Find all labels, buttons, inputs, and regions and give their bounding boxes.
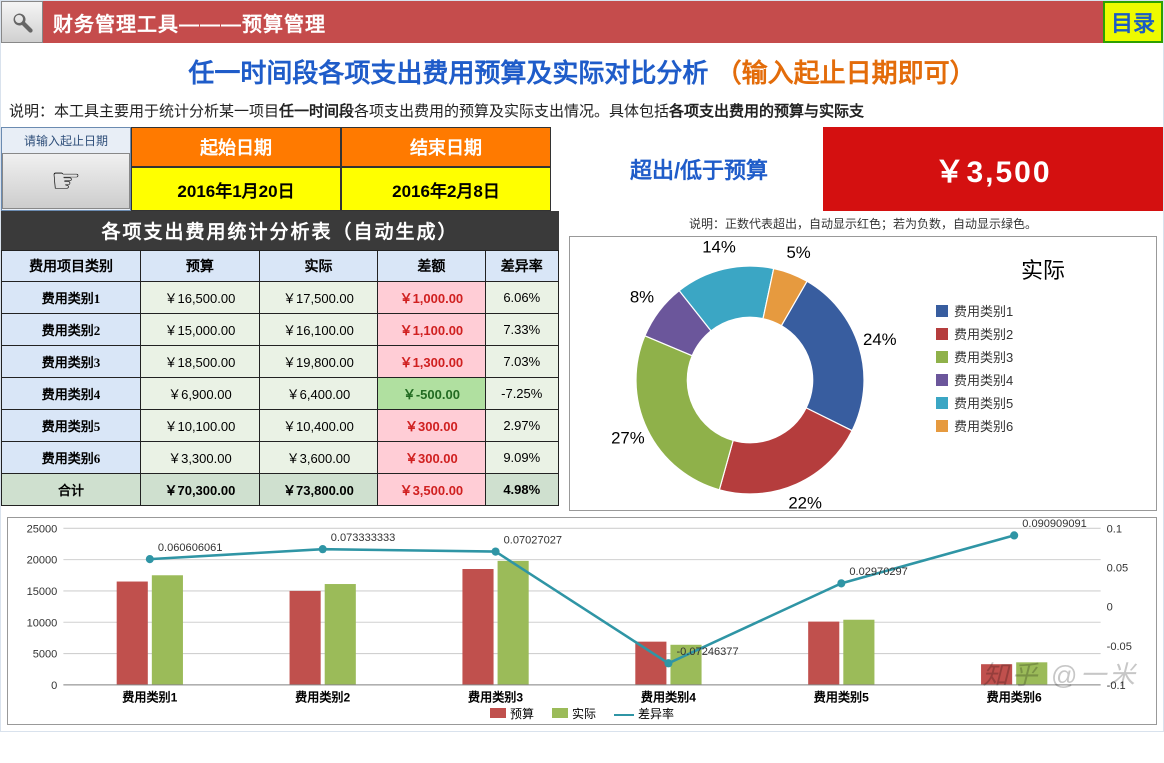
legend-item: 费用类别6 <box>936 416 1150 435</box>
date-input-box: 请输入起止日期 ☞ <box>1 127 131 211</box>
expense-table: 费用项目类别预算实际差额差异率 费用类别1￥16,500.00￥17,500.0… <box>1 250 559 506</box>
svg-text:0.02970297: 0.02970297 <box>849 566 907 578</box>
legend-rate: 差异率 <box>614 705 674 722</box>
start-date-header: 起始日期 <box>131 127 341 167</box>
col-header: 预算 <box>141 251 260 282</box>
page-description: 说明：本工具主要用于统计分析某一项目任一时间段各项支出费用的预算及实际支出情况。… <box>1 94 1163 127</box>
wrench-icon <box>10 10 34 34</box>
end-date-header: 结束日期 <box>341 127 551 167</box>
col-header: 实际 <box>259 251 378 282</box>
svg-text:-0.07246377: -0.07246377 <box>676 646 738 658</box>
table-row: 费用类别4￥6,900.00￥6,400.00￥-500.00-7.25% <box>2 378 559 410</box>
header-title: 财务管理工具———预算管理 <box>43 1 1103 43</box>
svg-text:0.060606061: 0.060606061 <box>158 542 223 554</box>
svg-text:0.090909091: 0.090909091 <box>1022 518 1087 530</box>
svg-text:费用类别5: 费用类别5 <box>814 689 869 704</box>
legend-actual: 实际 <box>552 705 596 722</box>
donut-chart: 24% 22% 27% 8% 14% 5% 实际 费用类别1 费用类别2 费用类别3 费用类别4… <box>569 236 1157 511</box>
svg-text:费用类别4: 费用类别4 <box>641 689 696 704</box>
svg-text:15000: 15000 <box>27 586 58 598</box>
svg-text:8%: 8% <box>630 287 654 306</box>
combo-chart: 0500010000150002000025000-0.1-0.0500.050… <box>7 517 1157 725</box>
svg-text:22%: 22% <box>788 493 822 512</box>
col-header: 差额 <box>378 251 485 282</box>
svg-text:24%: 24% <box>863 330 897 349</box>
svg-text:费用类别3: 费用类别3 <box>468 689 523 704</box>
svg-text:0.073333333: 0.073333333 <box>331 532 396 544</box>
svg-text:5%: 5% <box>786 242 810 261</box>
table-row-total: 合计￥70,300.00￥73,800.00￥3,500.004.98% <box>2 474 559 506</box>
summary-value: ￥3,500 <box>823 127 1163 211</box>
legend-item: 费用类别1 <box>936 301 1150 320</box>
table-row: 费用类别5￥10,100.00￥10,400.00￥300.002.97% <box>2 410 559 442</box>
legend-budget: 预算 <box>490 705 534 722</box>
watermark: 知乎 @一米 <box>982 655 1138 692</box>
table-row: 费用类别2￥15,000.00￥16,100.00￥1,100.007.33% <box>2 314 559 346</box>
svg-text:0: 0 <box>1107 602 1113 614</box>
table-row: 费用类别3￥18,500.00￥19,800.00￥1,300.007.03% <box>2 346 559 378</box>
legend-item: 费用类别2 <box>936 324 1150 343</box>
svg-text:20000: 20000 <box>27 555 58 567</box>
svg-text:10000: 10000 <box>27 617 58 629</box>
svg-text:费用类别1: 费用类别1 <box>122 689 177 704</box>
start-date-value[interactable]: 2016年1月20日 <box>131 167 341 211</box>
page-title-hint: （输入起止日期即可） <box>716 58 976 88</box>
page-title-main: 任一时间段各项支出费用预算及实际对比分析 <box>188 58 708 88</box>
summary-label: 超出/低于预算 <box>575 127 823 211</box>
donut-title: 实际 <box>936 249 1150 297</box>
svg-text:0.07027027: 0.07027027 <box>504 534 562 546</box>
svg-text:0.1: 0.1 <box>1107 523 1122 535</box>
hand-icon: ☞ <box>2 153 130 209</box>
table-caption: 各项支出费用统计分析表（自动生成） <box>1 211 559 250</box>
page-title: 任一时间段各项支出费用预算及实际对比分析 （输入起止日期即可） <box>1 43 1163 94</box>
legend-item: 费用类别3 <box>936 347 1150 366</box>
svg-text:费用类别2: 费用类别2 <box>295 689 350 704</box>
col-header: 差异率 <box>485 251 559 282</box>
svg-text:0.05: 0.05 <box>1107 562 1129 574</box>
svg-text:5000: 5000 <box>33 649 58 661</box>
wrench-button[interactable] <box>1 1 43 43</box>
toc-button[interactable]: 目录 <box>1103 1 1163 43</box>
table-row: 费用类别6￥3,300.00￥3,600.00￥300.009.09% <box>2 442 559 474</box>
svg-text:25000: 25000 <box>27 523 58 535</box>
end-date-value[interactable]: 2016年2月8日 <box>341 167 551 211</box>
date-input-label: 请输入起止日期 <box>2 128 130 153</box>
legend-item: 费用类别5 <box>936 393 1150 412</box>
table-row: 费用类别1￥16,500.00￥17,500.00￥1,000.006.06% <box>2 282 559 314</box>
svg-text:-0.05: -0.05 <box>1107 641 1132 653</box>
legend-item: 费用类别4 <box>936 370 1150 389</box>
svg-text:14%: 14% <box>702 237 736 256</box>
col-header: 费用项目类别 <box>2 251 141 282</box>
svg-text:27%: 27% <box>611 428 645 447</box>
svg-text:0: 0 <box>51 680 57 692</box>
